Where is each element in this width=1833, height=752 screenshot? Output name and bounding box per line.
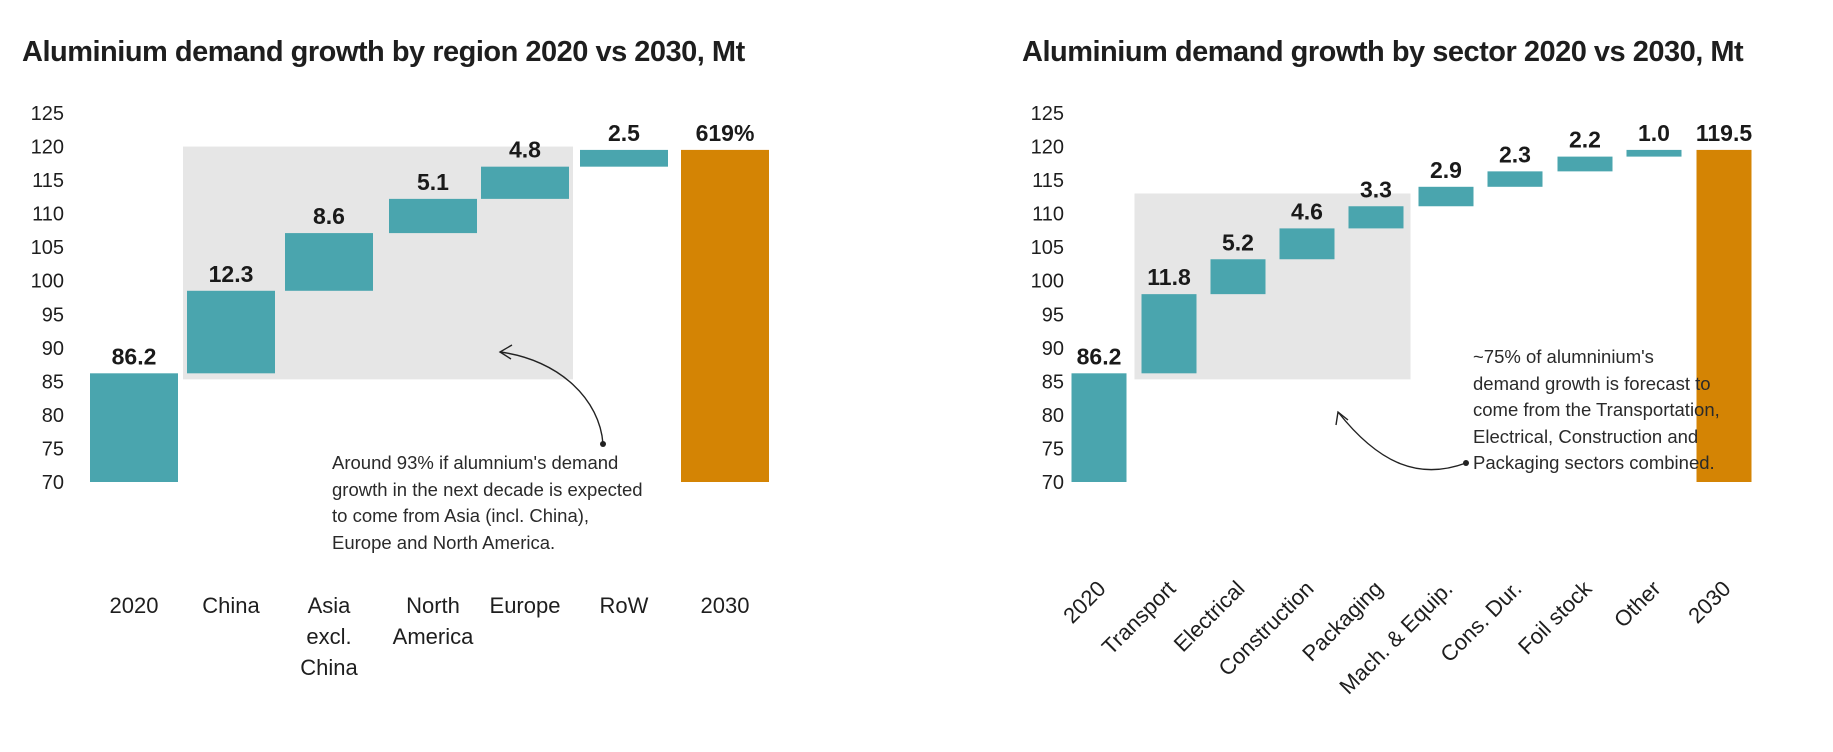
y-tick-label: 110 — [1032, 204, 1064, 226]
data-label: 2.5 — [608, 120, 640, 146]
data-label: 86.2 — [1077, 343, 1122, 369]
x-tick-label: America — [393, 624, 474, 649]
bar-2020 — [1071, 373, 1127, 482]
y-tick-label: 100 — [31, 271, 64, 293]
data-label: 119.5 — [1696, 120, 1752, 146]
y-tick-label: 80 — [42, 405, 64, 427]
x-tick-label: 2030 — [1683, 576, 1735, 628]
chart-sector: Aluminium demand growth by sector 2020 v… — [1000, 0, 1833, 752]
x-tick-label: Transport — [1097, 576, 1181, 660]
bar-electrical — [1210, 259, 1266, 295]
y-tick-label: 85 — [1042, 371, 1064, 393]
bar-other — [1626, 149, 1682, 157]
y-tick-label: 105 — [31, 237, 64, 259]
data-label: 8.6 — [313, 203, 345, 229]
bar-2030 — [681, 149, 769, 482]
y-tick-label: 120 — [1031, 137, 1064, 159]
x-tick-label: China — [300, 655, 358, 680]
bar-row — [580, 149, 668, 167]
y-tick-label: 125 — [31, 103, 64, 125]
bar-asia-excl-china — [285, 233, 373, 291]
bar-cons-dur- — [1487, 171, 1543, 187]
chart-title: Aluminium demand growth by sector 2020 v… — [1022, 36, 1744, 68]
annotation-arrow — [1337, 411, 1467, 471]
y-tick-label: 80 — [1042, 405, 1064, 427]
bar-china — [187, 290, 275, 374]
y-tick-label: 95 — [1042, 304, 1064, 326]
bar-europe — [481, 166, 569, 199]
bar-packaging — [1348, 206, 1404, 229]
x-tick-label: excl. — [306, 624, 351, 649]
x-tick-label: RoW — [600, 593, 649, 618]
y-tick-label: 75 — [42, 438, 64, 460]
y-tick-label: 85 — [42, 371, 64, 393]
y-tick-label: 100 — [1031, 271, 1064, 293]
y-tick-label: 115 — [1032, 170, 1064, 192]
annotation-dot — [1463, 460, 1469, 466]
chart-plot-sector: 125 120 115 110 105 100 95 90 85 80 75 70 86.2 2020 11… — [1031, 103, 1753, 699]
annotation-text: Around 93% if alumnium's demand growth i… — [332, 452, 643, 553]
data-label: 4.6 — [1291, 198, 1323, 224]
y-tick-label: 70 — [42, 472, 64, 494]
x-tick-label: 2020 — [1058, 576, 1110, 628]
x-tick-label: Asia — [308, 593, 352, 618]
data-label: 2.2 — [1569, 127, 1601, 153]
bar-2020 — [90, 373, 178, 482]
bar-mach-equip- — [1418, 186, 1474, 207]
chart-plot-region: 125 120 115 110 105 100 95 90 85 80 75 70 86.2 2020 12… — [31, 103, 769, 680]
x-tick-label: China — [202, 593, 260, 618]
y-tick-label: 70 — [1042, 472, 1064, 494]
x-tick-label: Other — [1609, 576, 1666, 633]
y-tick-label: 95 — [42, 304, 64, 326]
x-tick-label: Foil stock — [1513, 575, 1597, 659]
bar-construction — [1279, 228, 1335, 260]
x-tick-label: 2030 — [701, 593, 750, 618]
data-label: 5.2 — [1222, 229, 1254, 255]
data-label: 1.0 — [1638, 120, 1670, 146]
y-tick-label: 75 — [1042, 438, 1064, 460]
chart-title: Aluminium demand growth by region 2020 v… — [22, 36, 745, 68]
x-tick-label: North — [406, 593, 460, 618]
bar-north-america — [389, 198, 477, 234]
y-tick-label: 125 — [1031, 103, 1064, 125]
bar-foil-stock — [1557, 156, 1613, 172]
arrow-head-icon — [1335, 410, 1349, 426]
data-label: 5.1 — [417, 169, 449, 195]
chart-region: Aluminium demand growth by region 2020 v… — [0, 0, 900, 752]
y-tick-label: 110 — [32, 204, 64, 226]
annotation-arrow — [499, 351, 604, 445]
bar-2030 — [1696, 149, 1752, 482]
y-tick-label: 120 — [31, 137, 64, 159]
y-tick-label: 115 — [32, 170, 64, 192]
x-tick-label: Europe — [490, 593, 561, 618]
y-tick-label: 90 — [42, 338, 64, 360]
data-label: 4.8 — [509, 137, 541, 163]
data-label: 619% — [696, 120, 755, 146]
y-tick-label: 90 — [1042, 338, 1064, 360]
data-label: 11.8 — [1147, 264, 1191, 290]
data-label: 3.3 — [1360, 176, 1392, 202]
data-label: 86.2 — [112, 343, 157, 369]
data-label: 2.3 — [1499, 141, 1531, 167]
arrow-head-icon — [498, 344, 513, 360]
x-tick-label: 2020 — [110, 593, 159, 618]
data-label: 2.9 — [1430, 157, 1462, 183]
data-label: 12.3 — [209, 261, 254, 287]
annotation-text: ~75% of alumninium's demand growth is fo… — [1473, 346, 1720, 473]
annotation-dot — [600, 441, 606, 447]
bar-transport — [1141, 294, 1197, 374]
y-tick-label: 105 — [1031, 237, 1064, 259]
